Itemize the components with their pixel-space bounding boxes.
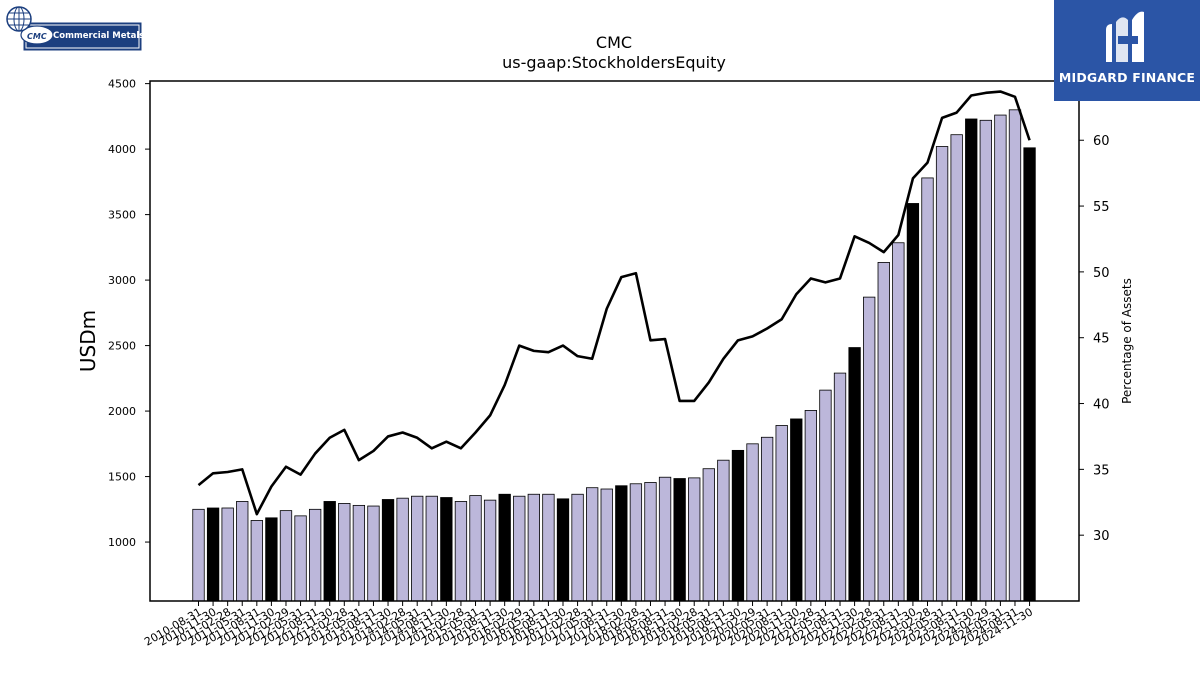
- midgard-finance-name: MIDGARD FINANCE: [1058, 70, 1196, 85]
- bar: [688, 477, 701, 602]
- bar: [848, 347, 861, 602]
- bar: [352, 504, 366, 602]
- bar: [994, 114, 1007, 602]
- chart-title: CMC: [596, 33, 632, 52]
- bar: [425, 495, 438, 602]
- bar: [556, 498, 570, 602]
- bar: [790, 418, 803, 602]
- y-axis-right: 30 35 40 45 50 55 60: [1079, 134, 1110, 544]
- bar: [877, 262, 890, 602]
- bar: [381, 499, 395, 602]
- bar: [600, 488, 613, 602]
- y-tick-label: 1500: [108, 471, 136, 484]
- bar: [411, 495, 424, 602]
- y-tick-label: 1000: [108, 536, 136, 549]
- bar: [483, 499, 497, 602]
- y2-tick-label: 55: [1093, 200, 1110, 215]
- bar: [833, 372, 847, 602]
- bar: [294, 515, 307, 602]
- bar: [308, 508, 322, 602]
- bar: [498, 493, 511, 602]
- bar: [236, 501, 249, 602]
- bars-group: [192, 109, 1036, 602]
- y2-axis-label: Percentage of Assets: [1120, 278, 1134, 404]
- bar: [731, 449, 745, 602]
- y2-tick-label: 40: [1093, 398, 1110, 413]
- bar: [1008, 109, 1022, 602]
- bar: [892, 242, 905, 602]
- bar: [760, 436, 774, 602]
- bar: [527, 493, 540, 602]
- y-tick-label: 2000: [108, 405, 136, 418]
- bar: [454, 501, 468, 602]
- bar: [615, 485, 628, 602]
- y2-tick-label: 30: [1093, 529, 1110, 544]
- commercial-metals-name: Commercial Metals: [53, 31, 145, 41]
- bar: [673, 478, 686, 602]
- y2-tick-label: 45: [1093, 332, 1110, 347]
- bar: [206, 507, 220, 602]
- cmc-logo-text: CMC: [27, 32, 47, 41]
- bar: [950, 134, 963, 602]
- bar: [586, 487, 599, 602]
- y-tick-label: 4000: [108, 143, 136, 156]
- y-tick-label: 3000: [108, 274, 136, 287]
- y-axis-left: 1000 1500 2000 2500 3000 3500 4000 4500: [108, 78, 150, 549]
- bar: [571, 493, 584, 602]
- bar: [863, 296, 876, 602]
- bar: [644, 482, 657, 602]
- bar: [717, 459, 730, 602]
- y-tick-label: 3500: [108, 209, 136, 222]
- bar: [367, 505, 380, 602]
- bar: [221, 507, 234, 602]
- x-axis: 2010-08-312010-11-302011-02-282011-05-31…: [142, 601, 1035, 649]
- bar: [396, 497, 409, 602]
- y-tick-label: 2500: [108, 340, 136, 353]
- bar: [323, 501, 336, 602]
- y2-tick-label: 35: [1093, 463, 1110, 478]
- chart-subtitle: us-gaap:StockholdersEquity: [502, 53, 726, 72]
- bar: [1023, 147, 1036, 602]
- bar: [440, 497, 453, 602]
- y2-tick-label: 60: [1093, 134, 1110, 149]
- bar: [702, 468, 715, 602]
- bar: [338, 503, 351, 602]
- line-group: [197, 90, 1031, 516]
- y-tick-label: 4500: [108, 78, 136, 91]
- bar: [935, 146, 949, 602]
- bar: [629, 483, 643, 602]
- bar: [469, 495, 482, 602]
- bar: [542, 493, 555, 602]
- bar: [965, 118, 978, 602]
- bar: [906, 203, 920, 602]
- bar: [192, 508, 205, 602]
- midgard-finance-logo: MIDGARD FINANCE: [1054, 0, 1200, 101]
- bar: [746, 443, 759, 602]
- bar: [513, 495, 526, 602]
- bar: [265, 517, 278, 602]
- midgard-logo-icon: [1106, 11, 1144, 62]
- globe-icon: [6, 6, 142, 51]
- bar: [819, 389, 832, 602]
- plot-frame: [149, 80, 1080, 602]
- y2-tick-label: 50: [1093, 266, 1110, 281]
- bar: [775, 425, 788, 602]
- percentage-line: [197, 90, 1031, 516]
- bar: [658, 476, 672, 602]
- bar: [804, 410, 818, 602]
- bar: [279, 510, 293, 602]
- bar: [979, 119, 992, 602]
- y-axis-label: USDm: [76, 310, 100, 372]
- bar: [921, 177, 934, 602]
- commercial-metals-logo: CMC Commercial Metals: [5, 6, 145, 52]
- bar: [250, 520, 263, 602]
